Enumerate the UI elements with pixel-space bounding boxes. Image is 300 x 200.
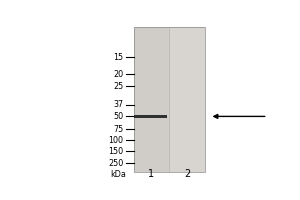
Text: 250: 250 [108,159,124,168]
Text: 75: 75 [113,125,124,134]
Bar [169,27,205,172]
Text: 2: 2 [184,169,190,179]
Bar [134,27,205,172]
Text: 1: 1 [148,169,154,179]
Text: kDa: kDa [110,170,126,179]
Text: 25: 25 [113,82,124,91]
Text: 20: 20 [113,70,124,79]
Text: 100: 100 [109,136,124,145]
Bar [134,27,169,172]
Bar [134,115,166,118]
Text: 37: 37 [113,100,124,109]
Text: 50: 50 [113,112,124,121]
Text: 15: 15 [113,53,124,62]
Text: 150: 150 [108,147,124,156]
